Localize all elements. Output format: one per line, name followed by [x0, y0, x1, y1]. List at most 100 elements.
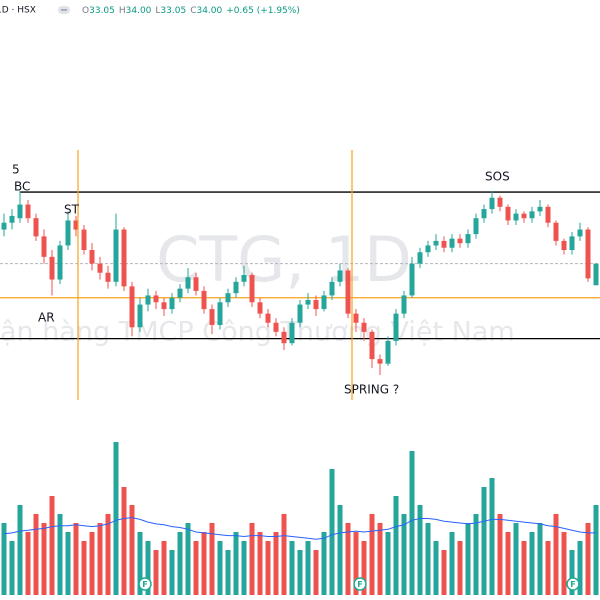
candle-body — [241, 275, 247, 282]
volume-bar — [33, 514, 39, 595]
plot — [0, 190, 600, 595]
ohlc-label: L — [155, 6, 160, 16]
candle-body — [73, 220, 79, 230]
candle-body — [1, 222, 7, 230]
candle-body — [233, 281, 239, 294]
volume-bar — [473, 514, 479, 595]
candle-body — [441, 240, 447, 248]
volume-bar — [569, 550, 575, 595]
volume-bar — [41, 523, 47, 595]
annotation: SPRING ? — [344, 383, 399, 397]
volume-bar — [561, 532, 567, 595]
volume-bar — [353, 532, 359, 595]
volume-bar — [305, 541, 311, 595]
volume-bar — [329, 469, 335, 595]
volume-bar — [265, 541, 271, 595]
candle-body — [161, 302, 167, 310]
event-marker — [566, 577, 580, 591]
candle-body — [345, 270, 351, 314]
ohlc-label: O — [82, 6, 89, 16]
volume-bar — [233, 532, 239, 595]
candle-body — [401, 295, 407, 314]
volume-bar — [553, 514, 559, 595]
candle-body — [121, 229, 127, 287]
annotation: BC — [14, 180, 30, 194]
volume-bar — [505, 532, 511, 595]
annotation: ST — [64, 203, 80, 217]
candle-body — [585, 229, 591, 279]
ohlc-value: 34.00 — [196, 6, 222, 16]
candle-body — [193, 277, 199, 291]
volume-bar — [1, 523, 7, 595]
volume-bar — [425, 523, 431, 595]
volume-bar — [9, 541, 15, 595]
volume-bar — [369, 514, 375, 595]
annotation: 5 — [12, 163, 20, 177]
volume-bar — [513, 523, 519, 595]
volume-bar — [145, 541, 151, 595]
volume-bar — [137, 532, 143, 595]
event-marker — [353, 577, 367, 591]
volume-bar — [273, 532, 279, 595]
volume-bar — [281, 514, 287, 595]
volume-bar — [193, 541, 199, 595]
candle-body — [321, 295, 327, 310]
watermark-symbol: CTG, 1D — [156, 223, 412, 296]
candle-body — [209, 309, 215, 325]
candle-body — [361, 322, 367, 332]
ohlc-label: H — [119, 6, 126, 16]
volume-bar — [57, 514, 63, 595]
volume-bar — [129, 505, 135, 595]
event-label: F — [357, 580, 362, 589]
candle-body — [49, 256, 55, 280]
candle-body — [497, 197, 503, 207]
volume-bar — [537, 523, 543, 595]
volume-bar — [89, 532, 95, 595]
candle-body — [417, 252, 423, 264]
change: +0.65 (+1.95%) — [226, 6, 300, 16]
volume-bar — [65, 532, 71, 595]
volume-bar — [161, 541, 167, 595]
symbol: 1D · HSX — [0, 6, 36, 16]
volume-bar — [481, 487, 487, 595]
ohlc-label: C — [190, 6, 196, 16]
candle-body — [249, 275, 255, 303]
candle-body — [481, 209, 487, 219]
volume-bar — [249, 523, 255, 595]
volume-bar — [385, 532, 391, 595]
volume-bar — [113, 442, 119, 595]
candle-body — [553, 222, 559, 241]
candle-body — [465, 234, 471, 244]
volume-bar — [545, 541, 551, 595]
volume-bar — [241, 541, 247, 595]
candle-body — [105, 272, 111, 282]
candle-body — [353, 313, 359, 323]
candle-body — [185, 277, 191, 289]
volume-bar — [401, 514, 407, 595]
candle-body — [97, 263, 103, 273]
volume-bar — [217, 541, 223, 595]
candle-body — [289, 322, 295, 344]
candle-body — [9, 215, 15, 223]
volume-bar — [489, 478, 495, 595]
volume-bar — [465, 523, 471, 595]
volume-bar — [225, 550, 231, 595]
candle-body — [145, 295, 151, 305]
candle-body — [393, 313, 399, 341]
candle-body — [305, 300, 311, 305]
candle-body — [89, 250, 95, 264]
candle-body — [57, 245, 63, 280]
volume-bar — [297, 550, 303, 595]
volume-bar — [409, 451, 415, 595]
volume-bar — [17, 505, 23, 595]
volume-bar — [433, 541, 439, 595]
candle-body — [65, 220, 71, 246]
candle-body — [561, 240, 567, 250]
candle-body — [569, 236, 575, 250]
volume-bar — [521, 541, 527, 595]
candle-body — [377, 359, 383, 364]
candle-body — [297, 304, 303, 323]
ohlc-values: O33.05 H34.00 L33.05 C34.00 +0.65 (+1.95%) — [82, 6, 300, 16]
candle-body — [81, 229, 87, 250]
volume-bar — [577, 541, 583, 595]
